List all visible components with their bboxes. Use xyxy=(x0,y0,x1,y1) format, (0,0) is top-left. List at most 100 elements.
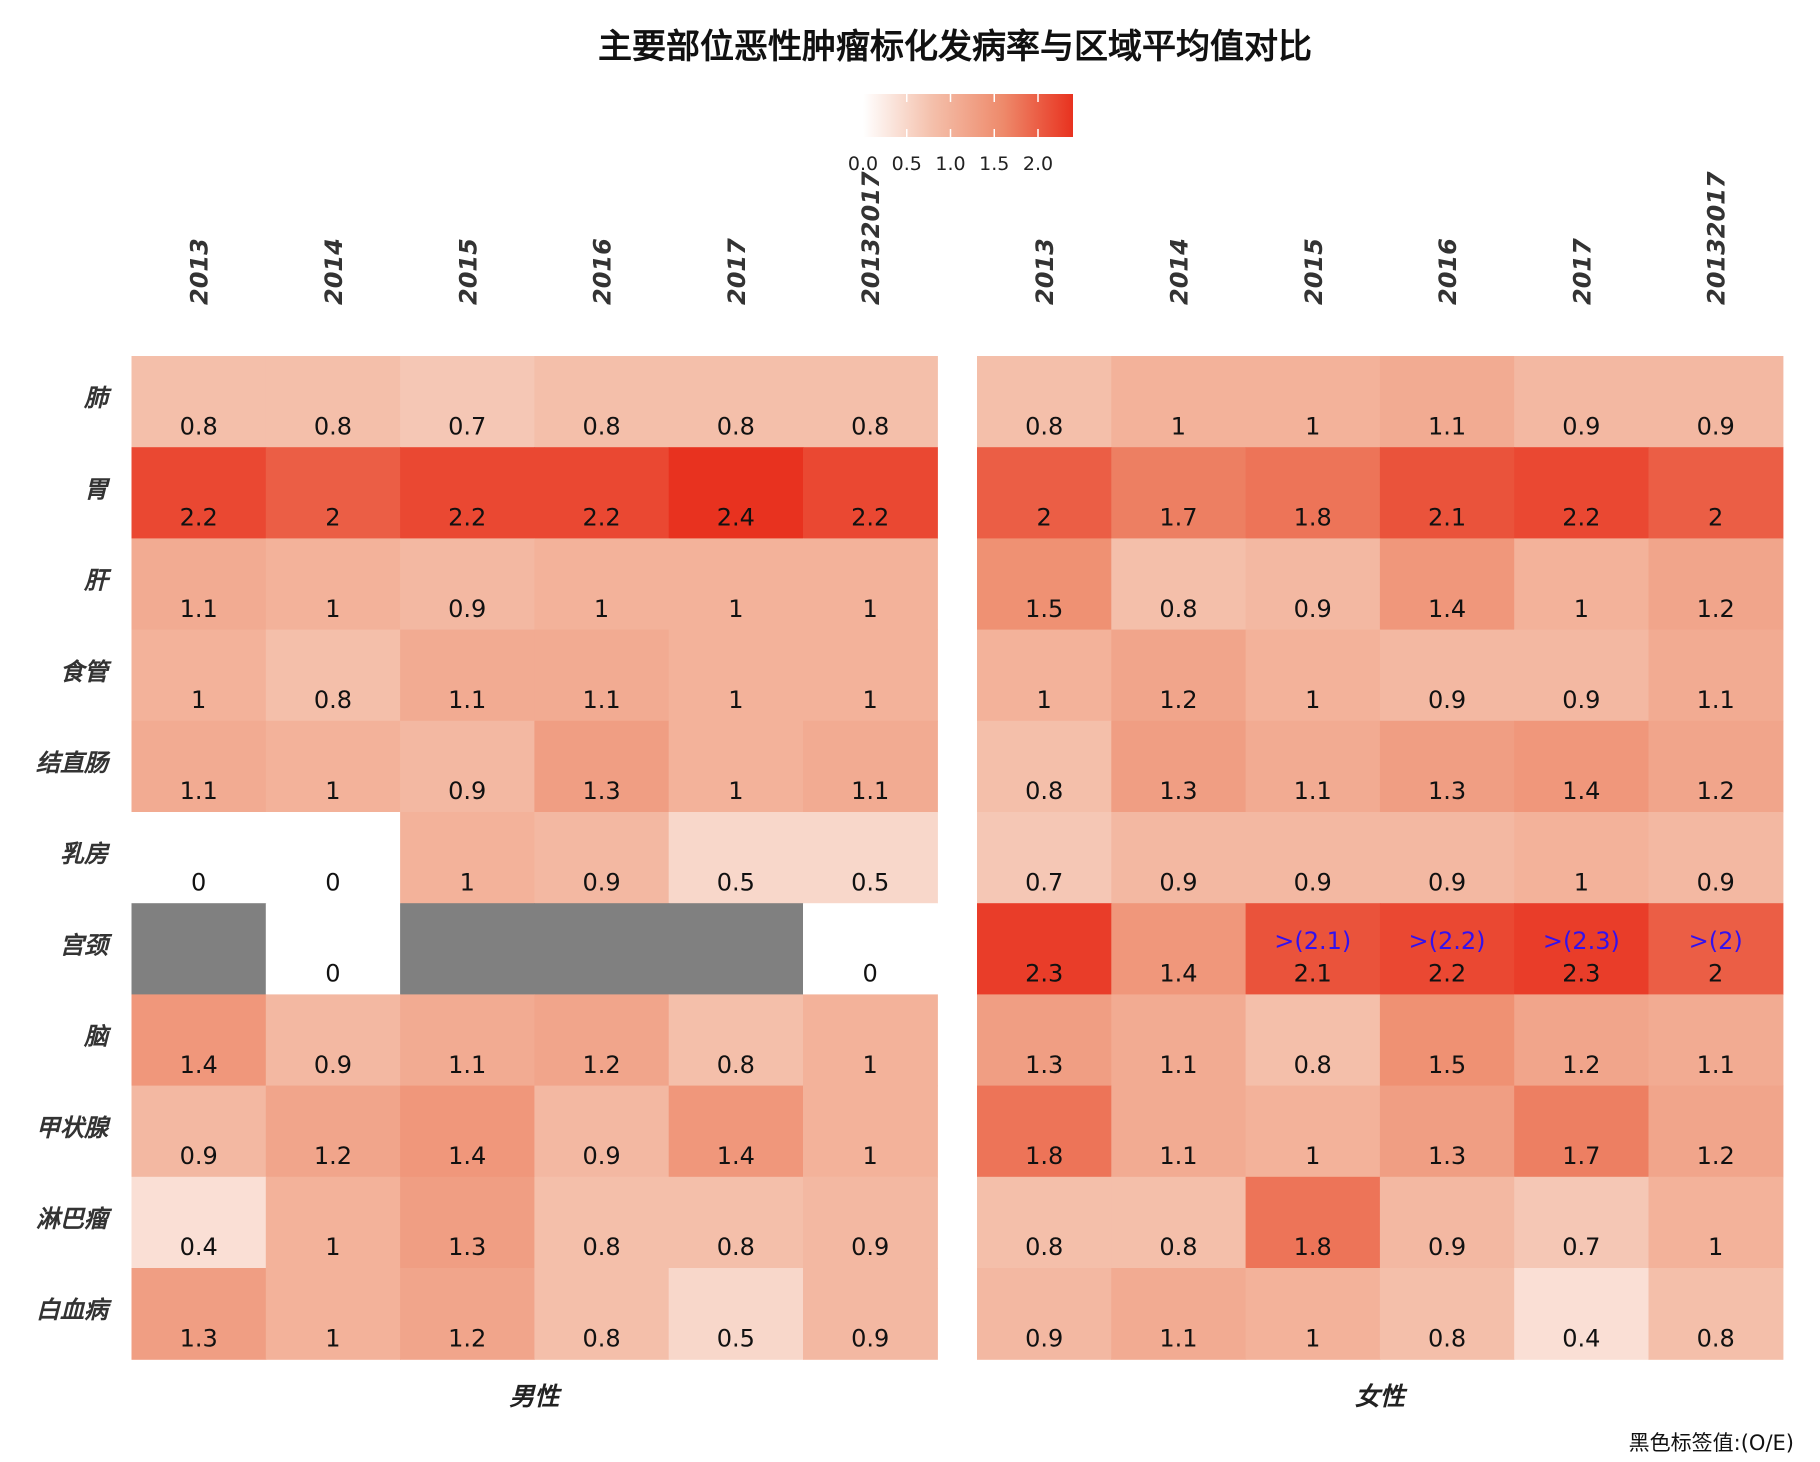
cell-value-label: 1 xyxy=(1708,1233,1723,1261)
column-label: 2017 xyxy=(723,238,751,305)
heatmap-cell xyxy=(400,1176,535,1269)
cell-annotation: >(2.2) xyxy=(1409,927,1486,955)
cell-value-label: 0.9 xyxy=(582,868,620,896)
heatmap-cell xyxy=(1245,447,1381,539)
heatmap-cell xyxy=(400,903,535,995)
heatmap-cell xyxy=(977,903,1112,995)
heatmap-cell xyxy=(1648,1085,1784,1178)
legend-tick-label: 1.0 xyxy=(935,153,965,175)
cell-value-label: 2.2 xyxy=(180,504,218,532)
heatmap-cell xyxy=(1245,356,1381,448)
heatmap-cell xyxy=(1648,994,1784,1087)
column-label: 2017 xyxy=(1568,238,1596,305)
heatmap-cell xyxy=(977,356,1112,448)
cell-value-label: 1.5 xyxy=(1025,595,1063,623)
heatmap-cell xyxy=(534,812,670,904)
heatmap-cell xyxy=(1379,1268,1515,1360)
cell-value-label: 0.9 xyxy=(180,1142,218,1170)
heatmap-cell xyxy=(803,447,938,539)
heatmap-cell xyxy=(1379,356,1515,448)
cell-value-label: 0.8 xyxy=(582,1324,620,1352)
heatmap-cell xyxy=(1648,356,1784,448)
cell-value-label: 1 xyxy=(728,595,743,623)
cell-value-label: 1.8 xyxy=(1294,504,1332,532)
cell-value-label: 1.1 xyxy=(851,777,889,805)
heatmap-cell xyxy=(1648,447,1784,539)
heatmap-cell xyxy=(534,1268,670,1360)
heatmap-cell xyxy=(977,447,1112,539)
cell-value-label: 1 xyxy=(1305,412,1320,440)
cell-value-label: 1 xyxy=(1305,1142,1320,1170)
cell-value-label: 1.1 xyxy=(1159,1051,1197,1079)
cell-value-label: 1.1 xyxy=(1294,777,1332,805)
cell-value-label: 0.8 xyxy=(1428,1324,1466,1352)
cell-value-label: 1.1 xyxy=(448,686,486,714)
heatmap-cell xyxy=(534,720,670,813)
heatmap-cell xyxy=(668,538,804,631)
cell-value-label: 1.4 xyxy=(1159,960,1197,988)
cell-value-label: 2 xyxy=(1037,504,1052,532)
heatmap-cell xyxy=(977,720,1112,813)
column-label: 2015 xyxy=(1300,238,1328,305)
cell-value-label: 1 xyxy=(191,686,206,714)
cell-value-label: 1 xyxy=(728,777,743,805)
heatmap-cell xyxy=(131,629,267,722)
heatmap-cell xyxy=(400,812,535,904)
row-label: 肝 xyxy=(83,567,112,595)
cell-value-label: 1.2 xyxy=(1697,777,1735,805)
heatmap-cell xyxy=(265,629,401,722)
heatmap-cell xyxy=(803,720,938,813)
heatmap-cell xyxy=(265,1176,401,1269)
cell-value-label: 0.9 xyxy=(1294,868,1332,896)
cell-value-label: 0.8 xyxy=(180,412,218,440)
cell-value-label: 0.9 xyxy=(851,1233,889,1261)
legend-tick-label: 2.0 xyxy=(1023,153,1053,175)
heatmap-cell xyxy=(1514,1268,1650,1360)
column-label: 2013 xyxy=(186,238,214,305)
cell-value-label: 2.3 xyxy=(1562,960,1600,988)
heatmap-cell xyxy=(803,538,938,631)
cell-value-label: 2.3 xyxy=(1025,960,1063,988)
cell-value-label: 0.9 xyxy=(1428,686,1466,714)
cell-value-label: 1.3 xyxy=(1025,1051,1063,1079)
heatmap-cell xyxy=(1514,356,1650,448)
heatmap-cell xyxy=(131,356,267,448)
heatmap-cell xyxy=(1379,903,1515,995)
legend-tick-label: 0.0 xyxy=(848,153,878,175)
heatmap-cell xyxy=(1648,1268,1784,1360)
heatmap-cell xyxy=(400,1085,535,1178)
cell-annotation: >(2) xyxy=(1689,927,1743,955)
heatmap-cell xyxy=(1111,994,1247,1087)
cell-value-label: 1.4 xyxy=(180,1051,218,1079)
cell-value-label: 0.4 xyxy=(1562,1324,1600,1352)
cell-value-label: 2.2 xyxy=(851,504,889,532)
heatmap-cell xyxy=(1379,994,1515,1087)
heatmap-cell xyxy=(1648,903,1784,995)
heatmap-cell xyxy=(131,538,267,631)
cell-value-label: 0.9 xyxy=(851,1324,889,1352)
cell-value-label: 0.9 xyxy=(314,1051,352,1079)
heatmap-cell xyxy=(1245,538,1381,631)
cell-value-label: 0.7 xyxy=(448,412,486,440)
row-label: 甲状腺 xyxy=(36,1114,111,1142)
heatmap-cell xyxy=(1245,994,1381,1087)
heatmap-cell xyxy=(1514,903,1650,995)
cell-value-label: 1.1 xyxy=(1697,1051,1735,1079)
cell-annotation: >(2.1) xyxy=(1274,927,1351,955)
cell-value-label: 0.9 xyxy=(1025,1324,1063,1352)
cell-value-label: 1 xyxy=(863,1051,878,1079)
cell-value-label: 1.1 xyxy=(180,777,218,805)
cell-value-label: 1.3 xyxy=(1428,1142,1466,1170)
heatmap-cell xyxy=(668,812,804,904)
heatmap-cell xyxy=(803,1268,938,1360)
panel-label: 女性 xyxy=(1355,1382,1408,1411)
heatmap-cell xyxy=(1379,1085,1515,1178)
heatmap-cell xyxy=(534,538,670,631)
heatmap-cell xyxy=(534,447,670,539)
cell-value-label: 1.5 xyxy=(1428,1051,1466,1079)
heatmap-cell xyxy=(534,903,670,995)
column-label: 2016 xyxy=(1434,238,1462,305)
heatmap-cell xyxy=(265,447,401,539)
cell-value-label: 1.2 xyxy=(1697,1142,1735,1170)
